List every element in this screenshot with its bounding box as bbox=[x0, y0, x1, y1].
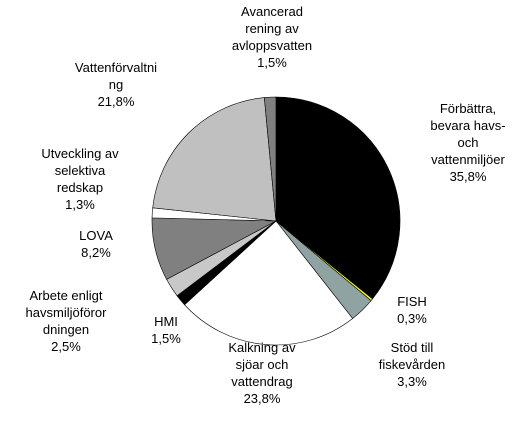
slice-label: FISH bbox=[397, 294, 427, 309]
slice-label: Arbete enligt havsmiljöföror dningen bbox=[26, 288, 108, 337]
slice-label: Stöd till fiskevården bbox=[379, 340, 445, 372]
slice-label: HMI bbox=[154, 314, 178, 329]
slice-label: Kalkning av sjöar och vattendrag bbox=[228, 340, 296, 389]
value-label: 1,3% bbox=[65, 197, 95, 212]
slice-label: Förbättra, bevara havs-och vattenmiljöer bbox=[430, 101, 505, 167]
pie-slice bbox=[152, 97, 277, 222]
value-label: 2,5% bbox=[51, 339, 81, 354]
slice-label: Utveckling av selektiva redskap bbox=[41, 146, 119, 195]
slice-label: Vattenförvaltni ng bbox=[75, 60, 157, 92]
pie-slice bbox=[184, 220, 354, 346]
value-label: 1,5% bbox=[257, 55, 287, 70]
slice-label: Avancerad rening av avloppsvatten bbox=[232, 4, 312, 53]
value-label: 8,2% bbox=[81, 245, 111, 260]
pie-slice bbox=[275, 96, 401, 300]
value-label: 21,8% bbox=[98, 94, 135, 109]
value-label: 3,3% bbox=[397, 374, 427, 389]
value-label: 1,5% bbox=[151, 331, 181, 346]
value-label: 23,8% bbox=[244, 391, 281, 406]
slice-label: LOVA bbox=[79, 228, 113, 243]
value-label: 35,8% bbox=[450, 169, 487, 184]
pie-slice bbox=[264, 96, 277, 222]
value-label: 0,3% bbox=[397, 311, 427, 326]
